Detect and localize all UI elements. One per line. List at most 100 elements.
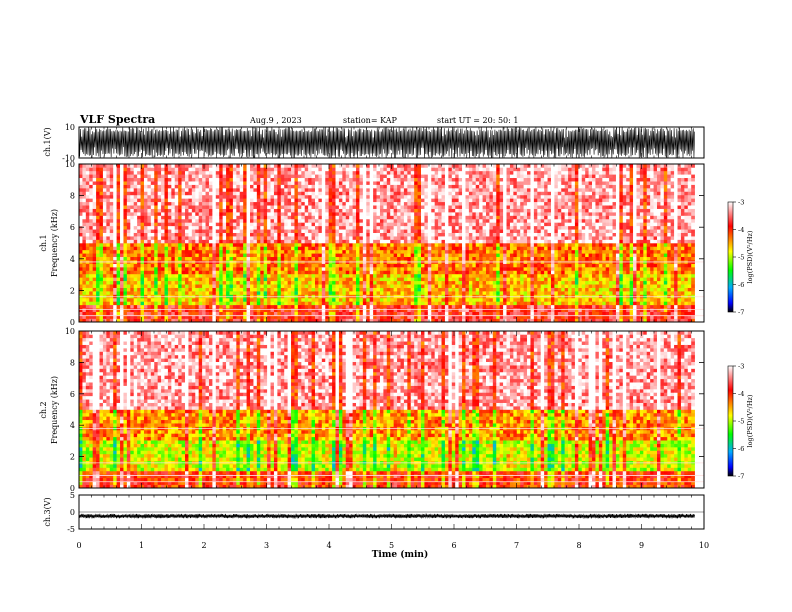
spectrogram-cell [263,194,268,199]
spectrogram-cell [250,297,254,302]
spectrogram-cell [109,291,114,295]
spectrogram-cell [379,284,384,288]
spectrogram-cell [147,318,152,323]
spectrogram-cell [421,184,425,189]
spectrogram-cell [161,225,165,230]
spectrogram-cell [167,205,172,209]
spectrogram-cell [304,318,309,323]
spectrogram-cell [287,212,292,216]
spectrogram-cell [379,243,384,247]
spectrogram-cell [267,164,271,168]
spectrogram-cell [92,273,97,278]
spectrogram-cell [362,270,367,275]
spectrogram-cell [345,304,350,309]
spectrogram-cell [379,194,384,199]
spectrogram-cell [356,174,360,179]
spectrogram-cell [195,263,199,268]
spectrogram-cell [79,212,83,216]
spectrogram-cell [318,297,323,302]
spectrogram-cell [301,194,306,199]
spectrogram-cell [352,253,357,258]
spectrogram-cell [400,205,405,209]
spectrogram-cell [164,308,169,312]
spectrogram-cell [356,198,360,203]
spectrogram-cell [92,267,97,271]
spectrogram-cell [407,232,412,237]
spectrogram-cell [89,291,93,295]
spectrogram-cell [226,184,230,189]
spectrogram-cell [109,164,114,168]
spectrogram-cell [181,184,186,189]
spectrogram-cell [243,208,247,213]
spectrogram-cell [222,222,227,227]
spectrogram-cell [444,287,449,292]
spectrogram-cell [345,284,350,288]
spectrogram-cell [130,267,135,271]
spectrogram-cell [277,236,282,240]
spectrogram-cell [297,301,302,306]
spectrogram-cell [116,177,121,182]
spectrogram-cell [256,311,261,316]
spectrogram-cell [226,277,230,282]
spectrogram-cell [202,215,206,220]
spectrogram-cell [161,191,165,196]
spectrogram-cell [243,301,247,306]
spectrogram-cell [222,304,227,309]
spectrogram-cell [246,191,251,196]
spectrogram-cell [198,304,203,309]
spectrogram-cell [188,232,193,237]
spectrogram-cell [243,222,247,227]
spectrogram-cell [403,174,408,179]
spectrogram-cell [198,308,203,312]
spectrogram-cell [120,236,124,240]
spectrogram-cell [414,201,418,206]
spectrogram-cell [267,184,271,189]
spectrogram-cell [342,311,347,316]
spectrogram-cell [150,208,155,213]
spectrogram-cell [171,170,176,175]
spectrogram-cell [253,284,258,288]
spectrogram-cell [438,253,442,258]
spectrogram-cell [253,243,258,247]
spectrogram-cell [92,218,97,223]
spectrogram-cell [291,287,295,292]
spectrogram-cell [308,184,312,189]
spectrogram-cell [318,236,323,240]
spectrogram-cell [130,215,135,220]
spectrogram-cell [359,225,364,230]
spectrogram-cell [195,174,199,179]
spectrogram-cell [407,284,412,288]
spectrogram-cell [280,256,285,261]
spectrogram-cell [448,311,453,316]
spectrogram-cell [82,253,87,258]
spectrogram-cell [338,243,343,247]
spectrogram-cell [318,194,323,199]
spectrogram-cell [239,304,244,309]
spectrogram-cell [181,188,186,192]
spectrogram-cell [229,232,234,237]
spectrogram-cell [250,311,254,316]
spectrogram-cell [427,263,432,268]
spectrogram-cell [421,181,425,185]
ch1-waveform-panel: 10 -10 ch.1(V) [43,123,705,163]
spectrogram-cell [157,304,162,309]
spectrogram-cell [198,198,203,203]
spectrogram-cell [126,277,131,282]
spectrogram-cell [314,273,319,278]
spectrogram-cell [349,208,353,213]
spectrogram-cell [304,201,309,206]
spectrogram-cell [109,170,114,175]
spectrogram-cell [178,177,182,182]
spectrogram-cell [335,191,340,196]
spectrogram-cell [250,167,254,172]
spectrogram-cell [311,277,316,282]
spectrogram-cell [243,246,247,251]
spectrogram-cell [161,164,165,168]
spectrogram-cell [349,205,353,209]
ch1-ytick-top: 10 [65,123,75,132]
spectrogram-cell [410,198,415,203]
spectrogram-cell [102,236,107,240]
spectrogram-cell [349,301,353,306]
spectrogram-cell [356,225,360,230]
spectrogram-cell [212,267,217,271]
